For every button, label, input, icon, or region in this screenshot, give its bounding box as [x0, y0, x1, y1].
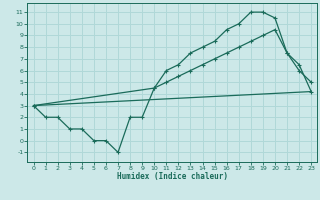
X-axis label: Humidex (Indice chaleur): Humidex (Indice chaleur): [117, 172, 228, 181]
